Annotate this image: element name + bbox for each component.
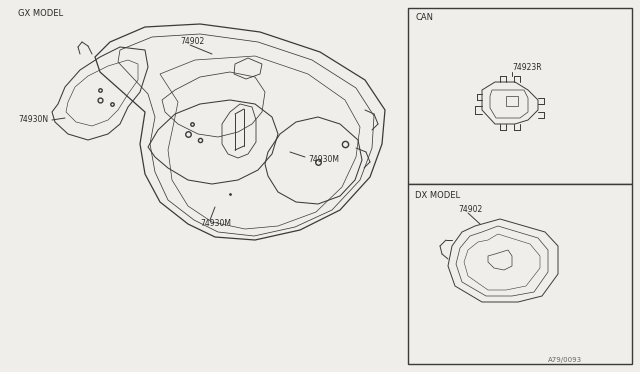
Polygon shape (408, 184, 632, 364)
Text: 74923R: 74923R (512, 64, 541, 73)
Text: CAN: CAN (415, 13, 433, 22)
Text: DX MODEL: DX MODEL (415, 192, 460, 201)
Text: GX MODEL: GX MODEL (18, 10, 63, 19)
Text: A79/0093: A79/0093 (548, 357, 582, 363)
Text: 74930N: 74930N (18, 115, 48, 125)
Text: 74930M: 74930M (200, 219, 231, 228)
Text: 74902: 74902 (458, 205, 483, 215)
Text: 74902: 74902 (180, 38, 204, 46)
Polygon shape (408, 8, 632, 184)
Text: 74930M: 74930M (308, 155, 339, 164)
